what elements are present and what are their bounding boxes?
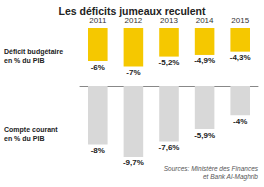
svg-text:Les déficits jumeaux reculent: Les déficits jumeaux reculent (58, 5, 206, 17)
svg-text:-4,3%: -4,3% (230, 53, 251, 62)
svg-text:Déficit budgétaire: Déficit budgétaire (4, 48, 63, 56)
svg-text:-5,9%: -5,9% (194, 131, 215, 140)
svg-text:et Bank Al-Maghrib: et Bank Al-Maghrib (203, 173, 258, 181)
svg-text:2013: 2013 (160, 16, 178, 25)
svg-text:2012: 2012 (125, 16, 143, 25)
svg-text:-7,6%: -7,6% (159, 143, 180, 152)
svg-text:-4%: -4% (233, 117, 247, 126)
svg-text:Compte courant: Compte courant (4, 126, 58, 134)
svg-text:-9,7%: -9,7% (123, 158, 144, 167)
svg-text:-4,9%: -4,9% (194, 56, 215, 65)
svg-text:2011: 2011 (89, 16, 107, 25)
svg-text:en % du PIB: en % du PIB (4, 135, 44, 142)
svg-text:2014: 2014 (196, 16, 214, 25)
svg-text:Sources: Ministère des Finance: Sources: Ministère des Finances (164, 165, 259, 172)
svg-text:-7%: -7% (126, 68, 140, 77)
svg-text:en % du PIB: en % du PIB (4, 57, 44, 64)
svg-text:-5,2%: -5,2% (159, 58, 180, 67)
svg-text:2015: 2015 (231, 16, 249, 25)
svg-text:-6%: -6% (91, 63, 105, 72)
svg-text:-8%: -8% (91, 146, 105, 155)
